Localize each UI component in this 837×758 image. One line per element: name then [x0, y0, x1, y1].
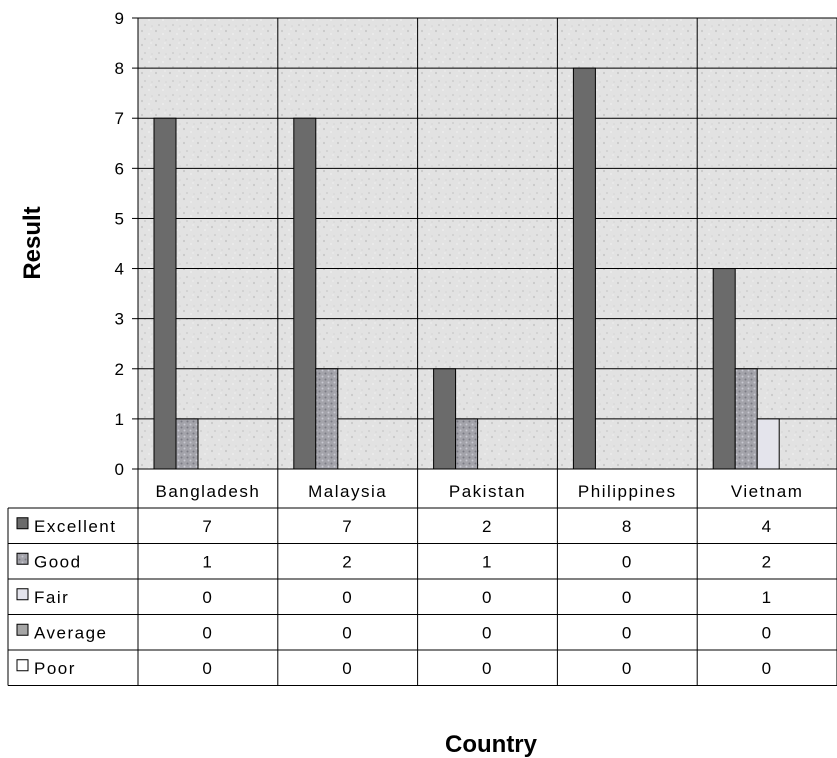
category-label: Pakistan [449, 482, 526, 501]
bar-excellent-philippines [572, 67, 596, 470]
legend-key-excellent [16, 517, 29, 530]
legend-key-good [16, 552, 29, 565]
bar-good-pakistan [455, 418, 479, 470]
y-tick-label: 0 [115, 460, 124, 479]
category-label: Malaysia [308, 482, 387, 501]
y-tick-label: 2 [115, 360, 124, 379]
legend-label: Good [34, 552, 82, 571]
y-tick-label: 5 [115, 209, 124, 228]
table-cell-value: 0 [622, 588, 633, 607]
table-cell-value: 0 [762, 659, 773, 678]
table-cell-value: 1 [482, 552, 493, 571]
y-tick-label: 3 [115, 310, 124, 329]
legend-key-poor [16, 659, 29, 672]
table-cell-value: 0 [202, 623, 213, 642]
table-cell-value: 1 [202, 552, 213, 571]
table-cell-value: 0 [202, 659, 213, 678]
table-cell-value: 0 [342, 659, 353, 678]
bar-excellent-pakistan [433, 368, 457, 470]
table-cell-value: 7 [342, 517, 353, 536]
y-axis-title: Result [19, 206, 46, 279]
legend-label: Average [34, 623, 108, 642]
y-tick-label: 7 [115, 109, 124, 128]
table-cell-value: 0 [622, 623, 633, 642]
table-cell-value: 7 [202, 517, 213, 536]
table-cell-value: 1 [762, 588, 773, 607]
table-cell-value: 0 [342, 588, 353, 607]
y-tick-label: 4 [115, 260, 124, 279]
y-tick-label: 8 [115, 59, 124, 78]
y-tick-label: 6 [115, 159, 124, 178]
category-label: Bangladesh [155, 482, 260, 501]
table-cell-value: 0 [342, 623, 353, 642]
table-cell-value: 0 [202, 588, 213, 607]
legend-key-average [16, 623, 29, 636]
bar-good-bangladesh [175, 418, 199, 470]
bar-good-malaysia [315, 368, 339, 470]
y-tick-label: 1 [115, 410, 124, 429]
category-label: Vietnam [731, 482, 804, 501]
table-cell-value: 0 [482, 659, 493, 678]
category-label: Philippines [578, 482, 677, 501]
legend-label: Poor [34, 659, 76, 678]
table-cell-value: 0 [762, 623, 773, 642]
legend-label: Fair [34, 588, 69, 607]
table-cell-value: 4 [762, 517, 773, 536]
bar-excellent-bangladesh [153, 117, 177, 470]
legend-key-fair [16, 588, 29, 601]
bar-excellent-malaysia [293, 117, 317, 470]
table-cell-value: 8 [622, 517, 633, 536]
bar-fair-vietnam [756, 418, 780, 470]
table-cell-value: 2 [762, 552, 773, 571]
table-cell-value: 0 [622, 659, 633, 678]
bar-good-vietnam [734, 368, 758, 470]
table-cell-value: 0 [482, 623, 493, 642]
x-axis-title: Country [445, 731, 538, 758]
table-cell-value: 0 [622, 552, 633, 571]
y-tick-label: 9 [115, 9, 124, 28]
bar-excellent-vietnam [712, 268, 736, 470]
table-cell-value: 2 [482, 517, 493, 536]
table-cell-value: 2 [342, 552, 353, 571]
legend-label: Excellent [34, 517, 116, 536]
table-cell-value: 0 [482, 588, 493, 607]
